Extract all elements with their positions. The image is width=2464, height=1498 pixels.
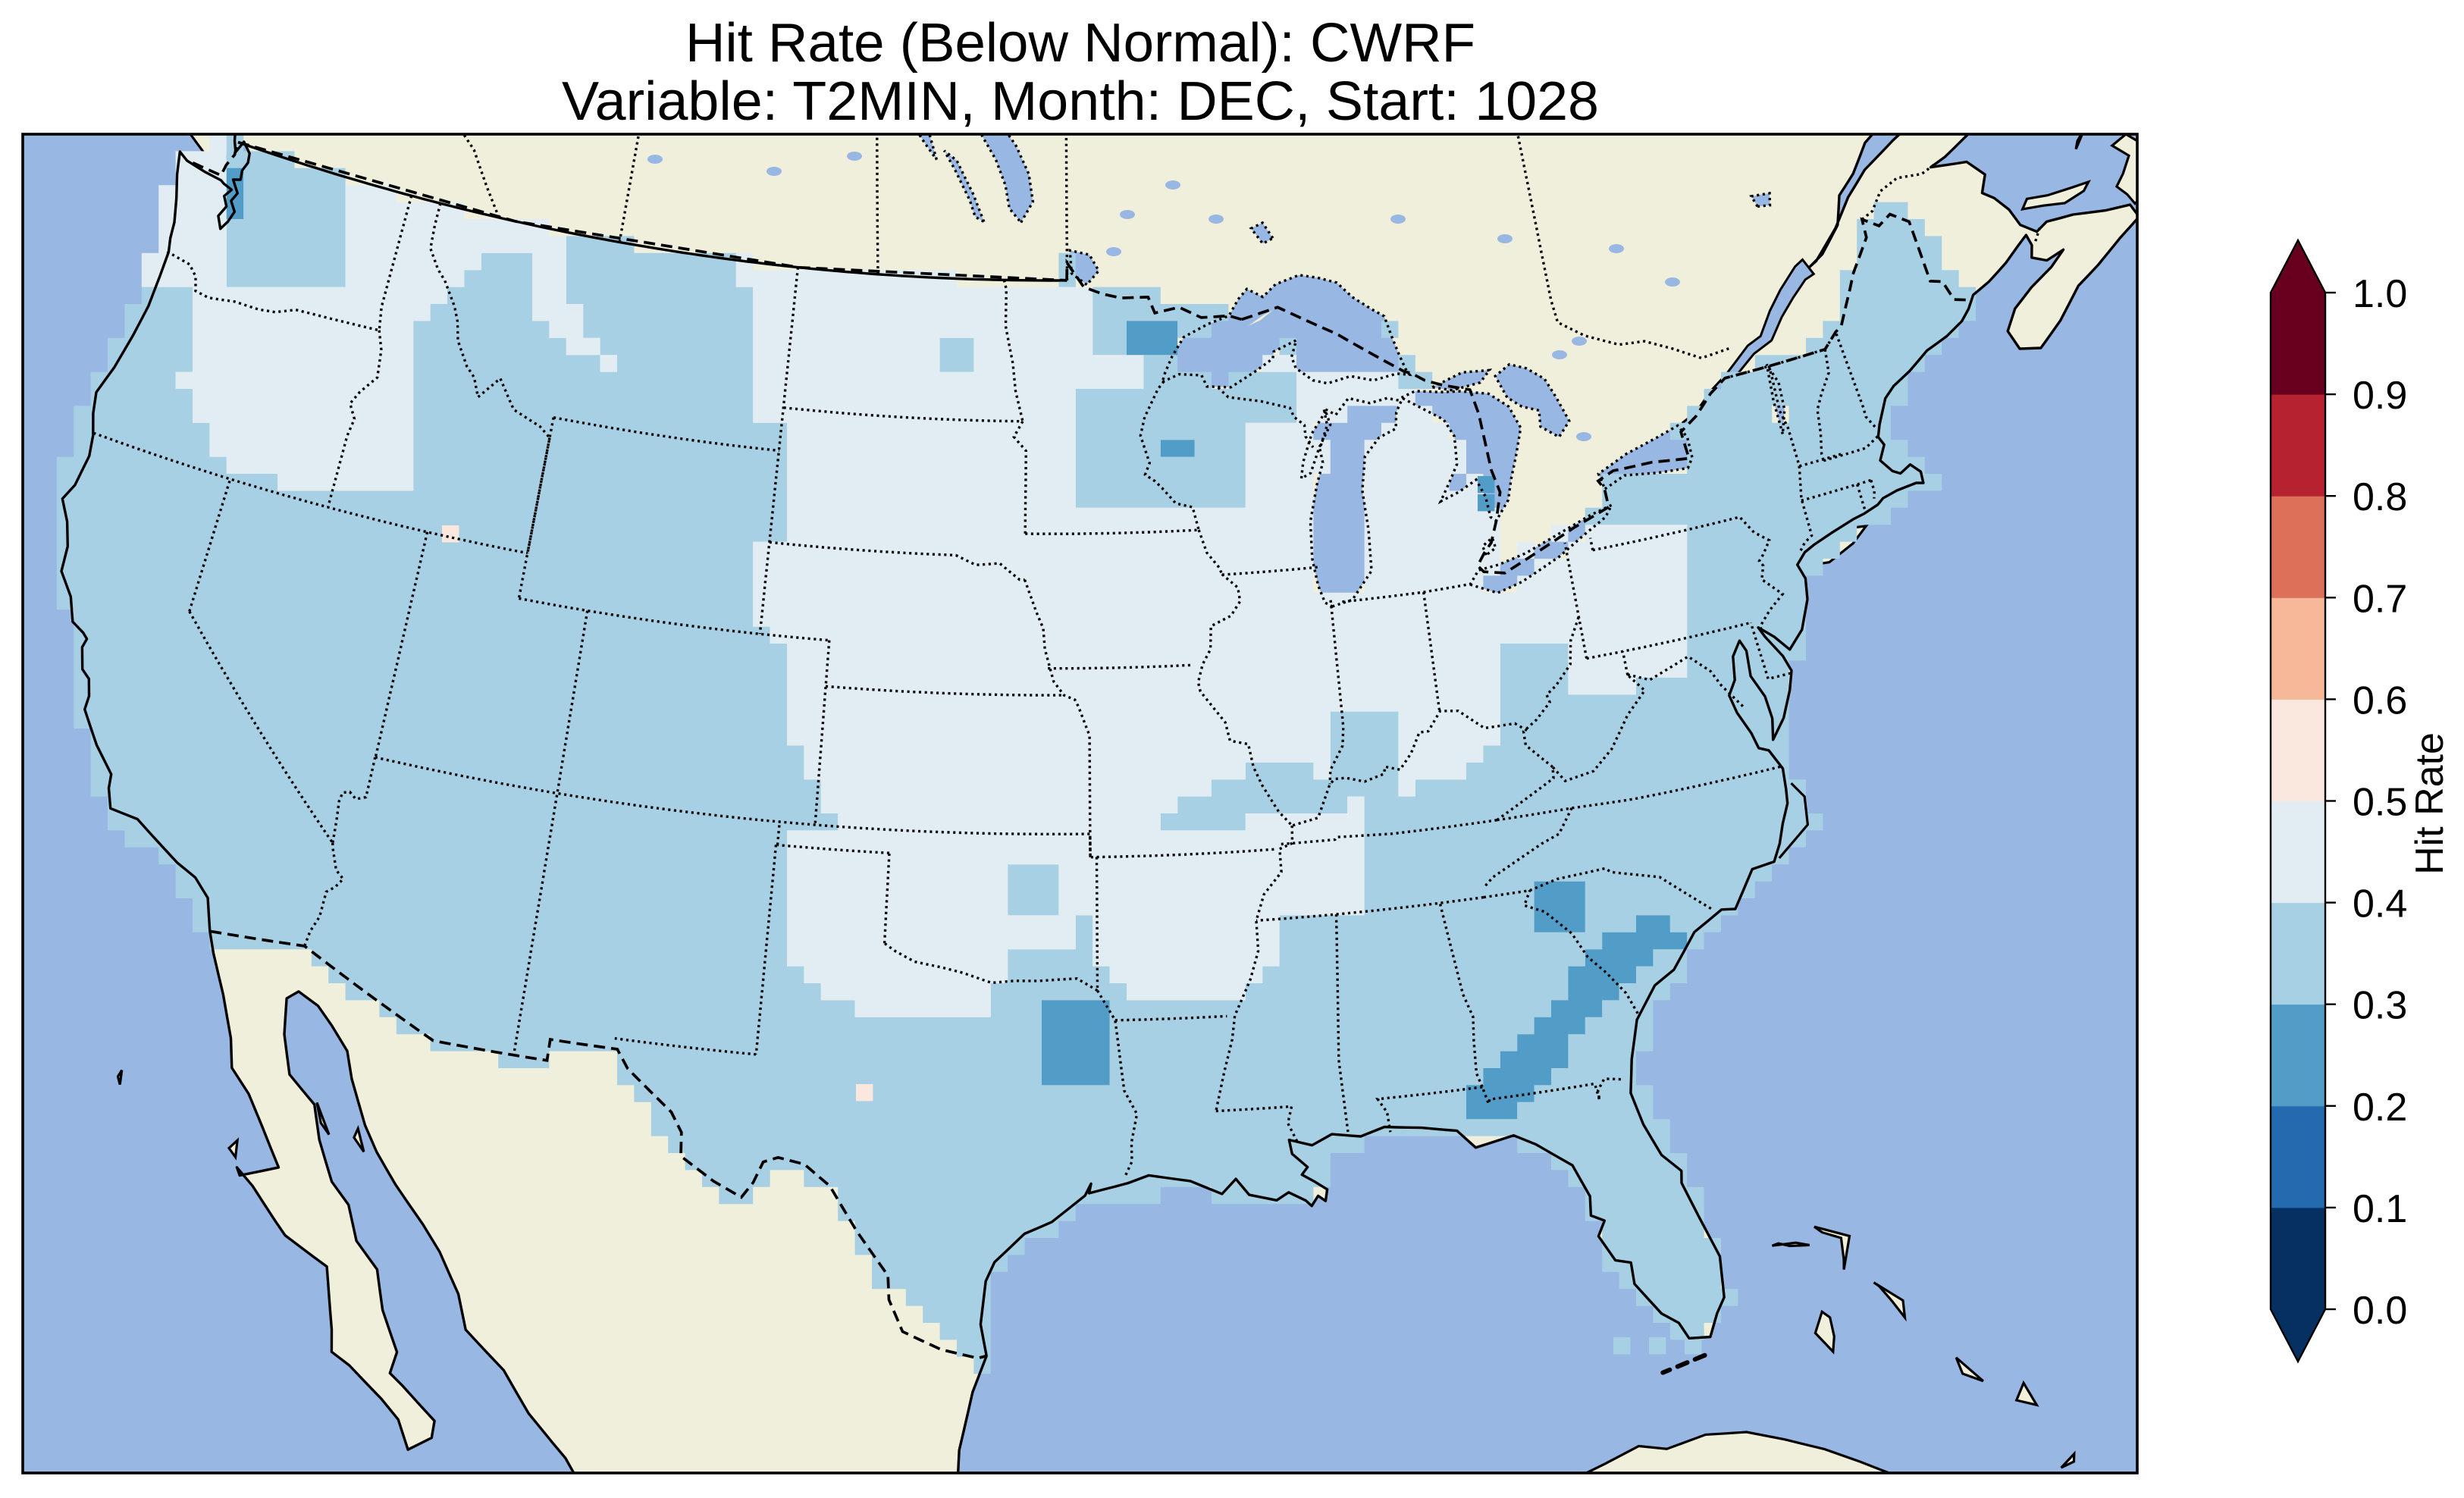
svg-text:Hit Rate: Hit Rate: [2408, 732, 2452, 875]
svg-text:1.0: 1.0: [2353, 272, 2407, 316]
svg-text:Variable: T2MIN, Month: DEC, S: Variable: T2MIN, Month: DEC, Start: 1028: [562, 71, 1599, 132]
svg-text:0.3: 0.3: [2353, 984, 2407, 1028]
svg-text:0.1: 0.1: [2353, 1187, 2407, 1231]
svg-text:0.5: 0.5: [2353, 781, 2407, 825]
svg-text:0.9: 0.9: [2353, 374, 2407, 418]
svg-text:Hit Rate (Below Normal): CWRF: Hit Rate (Below Normal): CWRF: [685, 13, 1475, 74]
svg-text:0.6: 0.6: [2353, 678, 2407, 722]
svg-text:0.2: 0.2: [2353, 1086, 2407, 1130]
svg-text:0.7: 0.7: [2353, 577, 2407, 621]
svg-text:0.8: 0.8: [2353, 475, 2407, 519]
svg-text:0.4: 0.4: [2353, 882, 2407, 926]
svg-text:0.0: 0.0: [2353, 1289, 2407, 1333]
